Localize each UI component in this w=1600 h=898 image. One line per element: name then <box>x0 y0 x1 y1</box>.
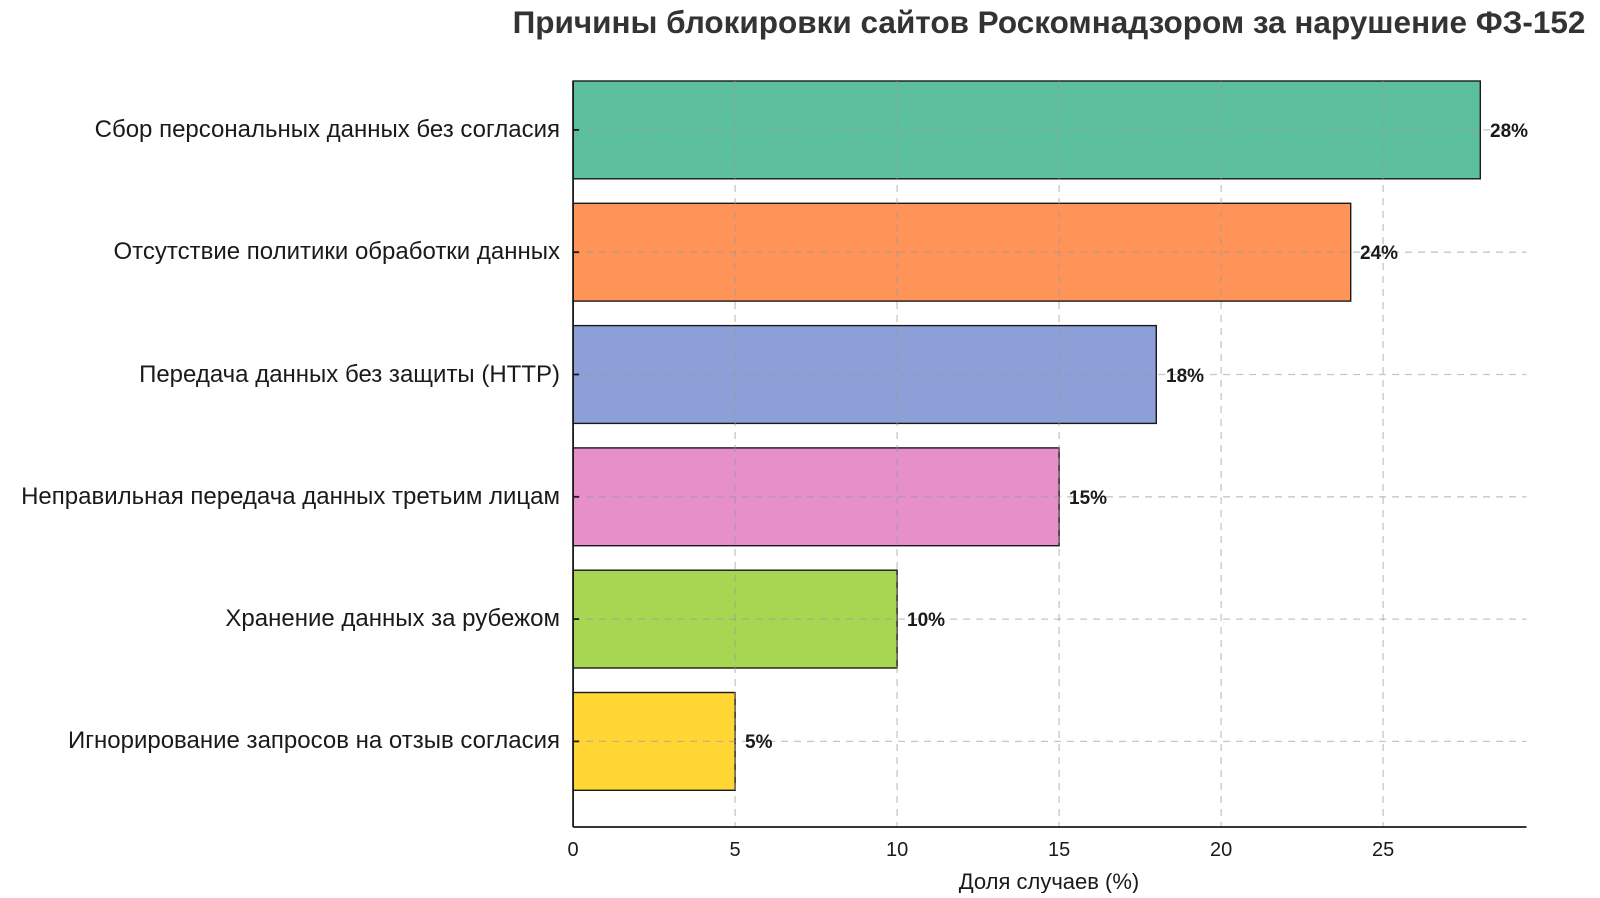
svg-text:Отсутствие политики обработки: Отсутствие политики обработки данных <box>113 238 560 265</box>
svg-text:28%: 28% <box>1490 121 1528 142</box>
svg-text:Игнорирование запросов на отзы: Игнорирование запросов на отзыв согласия <box>68 727 560 754</box>
svg-text:10: 10 <box>886 839 908 861</box>
svg-text:Причины блокировки сайтов Роск: Причины блокировки сайтов Роскомнадзором… <box>513 4 1586 40</box>
svg-text:18%: 18% <box>1166 366 1204 387</box>
svg-text:5: 5 <box>730 839 741 861</box>
svg-text:0: 0 <box>568 839 579 861</box>
svg-text:20: 20 <box>1210 839 1232 861</box>
svg-text:Доля случаев (%): Доля случаев (%) <box>959 869 1140 893</box>
svg-text:25: 25 <box>1372 839 1394 861</box>
svg-text:5%: 5% <box>745 732 773 753</box>
svg-text:Неправильная передача данных т: Неправильная передача данных третьим лиц… <box>21 483 560 510</box>
svg-text:Хранение данных за рубежом: Хранение данных за рубежом <box>225 605 560 632</box>
svg-text:10%: 10% <box>907 610 945 631</box>
svg-text:15: 15 <box>1048 839 1070 861</box>
svg-text:15%: 15% <box>1069 488 1107 509</box>
svg-text:Сбор персональных данных без с: Сбор персональных данных без согласия <box>95 116 560 143</box>
svg-text:24%: 24% <box>1360 243 1398 264</box>
svg-text:Передача данных без защиты (HT: Передача данных без защиты (HTTP) <box>139 361 560 388</box>
